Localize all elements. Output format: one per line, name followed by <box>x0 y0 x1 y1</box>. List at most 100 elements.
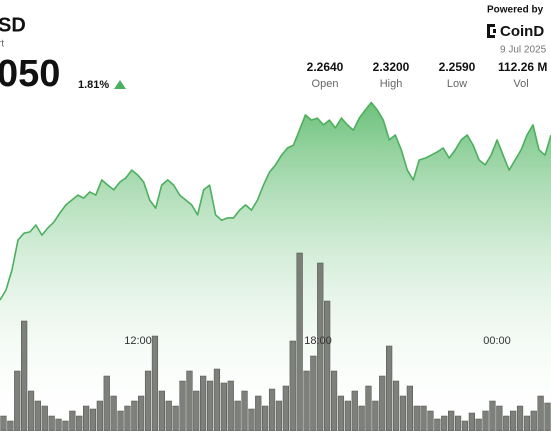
volume-bar <box>523 415 531 431</box>
volume-bar <box>503 415 510 431</box>
volume-bar <box>117 410 124 431</box>
volume-bar <box>186 370 193 431</box>
volume-bar <box>344 400 351 431</box>
volume-bar <box>289 340 296 431</box>
volume-bar <box>317 262 324 431</box>
stat-label: Low <box>447 78 467 90</box>
volume-bar <box>7 420 14 431</box>
volume-bar <box>427 410 434 431</box>
volume-bar <box>441 415 448 431</box>
price: 050 <box>0 53 60 95</box>
volume-bar <box>76 415 83 431</box>
volume-bar <box>34 400 41 431</box>
logo-icon <box>487 24 496 38</box>
date: 9 Jul 2025 <box>500 45 547 56</box>
volume-bar <box>510 410 517 431</box>
volume-bar <box>158 390 165 431</box>
volume-bar <box>213 368 221 431</box>
volume-bar <box>138 395 145 431</box>
volume-bar <box>392 380 400 431</box>
volume-bar <box>434 418 441 431</box>
volume-bar <box>62 420 69 431</box>
volume-bar <box>406 385 413 431</box>
volume-bar <box>351 390 358 431</box>
volume-bar <box>193 390 200 431</box>
volume-bar <box>379 375 386 431</box>
volume-bar <box>365 385 372 431</box>
volume-bar <box>454 415 462 431</box>
stat-value: 2.2640 <box>307 60 344 74</box>
volume-bar <box>103 375 110 431</box>
volume-bar <box>27 390 35 431</box>
volume-bar <box>89 408 97 431</box>
volume-bar <box>234 400 241 431</box>
volume-bar <box>172 405 179 431</box>
volume-bar <box>386 345 393 431</box>
volume-bar <box>179 380 186 431</box>
pair: SD <box>0 14 26 36</box>
stat-label: High <box>380 78 403 90</box>
volume-bar <box>537 395 544 431</box>
volume-bar <box>110 395 117 431</box>
volume-bar <box>399 395 407 431</box>
volume-bar <box>200 375 207 431</box>
plot: 12:00 18:00 00:00 <box>0 101 551 431</box>
stat-value: 2.3200 <box>373 60 410 74</box>
volume-bar <box>144 370 152 431</box>
volume-bar <box>310 355 317 431</box>
price-area <box>0 102 551 431</box>
volume-bar <box>530 410 537 431</box>
powered-by: Powered by <box>487 5 544 16</box>
volume-bar <box>275 400 283 431</box>
volume-bar <box>21 320 28 431</box>
volume-bar <box>41 405 48 431</box>
subtitle: rt <box>0 39 4 50</box>
volume-bar <box>255 395 262 431</box>
volume-bar <box>516 405 524 431</box>
volume-bar <box>151 335 159 431</box>
volume-bar <box>420 405 427 431</box>
volume-bar <box>55 418 62 431</box>
volume-bar <box>227 380 234 431</box>
volume-bar <box>248 408 255 431</box>
volume-bar <box>131 400 138 431</box>
volume-bar <box>468 412 475 431</box>
volume-bar <box>475 418 482 431</box>
volume-bar <box>165 400 172 431</box>
stat-label: Vol <box>513 78 528 90</box>
volume-bar <box>544 402 551 431</box>
volume-bar <box>330 370 338 431</box>
up-arrow <box>114 80 126 89</box>
volume-bar <box>206 380 214 431</box>
volume-bar <box>303 370 310 431</box>
x-tick-label: 18:00 <box>304 335 332 347</box>
volume-bar <box>262 405 269 431</box>
volume-bar <box>124 405 131 431</box>
stat-value: 2.2590 <box>439 60 476 74</box>
volume-bar <box>482 410 489 431</box>
volume-bar <box>413 405 420 431</box>
volume-bar <box>282 385 289 431</box>
volume-bar <box>0 415 7 431</box>
stat-value: 112.26 M <box>498 60 547 74</box>
volume-bar <box>96 400 103 431</box>
price-line <box>0 101 551 301</box>
volume-bar <box>324 300 331 431</box>
volume-bar <box>358 405 365 431</box>
volume-bar <box>296 252 303 431</box>
volume-bar <box>337 395 345 431</box>
volume-bar <box>268 388 276 431</box>
stat-label: Open <box>312 78 339 90</box>
x-tick-label: 12:00 <box>124 335 152 347</box>
volume-bar <box>496 405 503 431</box>
change: 1.81% <box>78 79 109 91</box>
logo: CoinD <box>500 23 544 40</box>
volume-bar <box>241 390 248 431</box>
volume-bar <box>461 420 469 431</box>
volume-bar <box>48 415 55 431</box>
volume-bar <box>372 400 379 431</box>
volume-bar <box>83 405 90 431</box>
x-tick-label: 00:00 <box>483 335 511 347</box>
